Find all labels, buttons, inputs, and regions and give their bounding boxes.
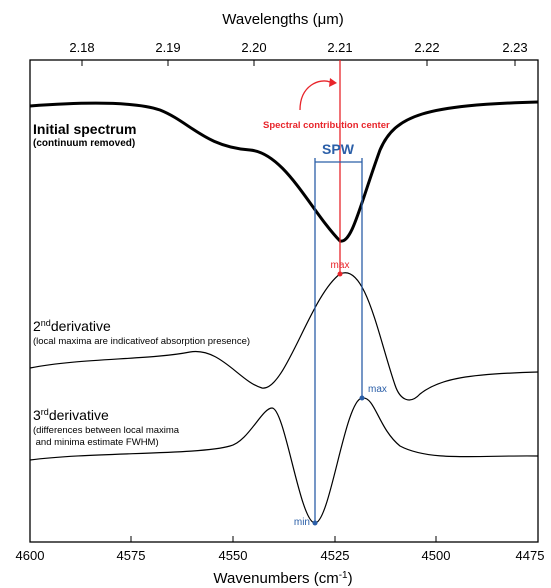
plot-frame (29, 59, 539, 543)
min-blue-label: min (294, 517, 310, 528)
third-derivative-word: derivative (49, 407, 109, 423)
initial-spectrum-subtitle: (continuum removed) (33, 138, 135, 149)
center-label: Spectral contribution center (263, 120, 390, 131)
bottom-axis-labels: 4600 4575 4550 4525 4500 4475 (16, 548, 545, 563)
max-red-label: max (331, 260, 350, 271)
third-derivative-num: 3 (33, 407, 41, 423)
bottom-axis-title-close: ) (348, 570, 353, 587)
second-derivative-title: 2ndderivative (33, 318, 111, 334)
initial-spectrum-title: Initial spectrum (33, 121, 136, 137)
top-tick-label: 2.18 (69, 40, 94, 55)
second-derivative-word: derivative (51, 318, 111, 334)
second-derivative-sup: nd (41, 318, 51, 328)
third-derivative-subtitle-2: and minima estimate FWHM) (33, 437, 159, 448)
bottom-axis-title: Wavenumbers (cm-1) (213, 570, 352, 587)
third-derivative-subtitle-1: (differences between local maxima (33, 425, 180, 436)
top-tick-label: 2.22 (414, 40, 439, 55)
third-derivative-title: 3rdderivative (33, 407, 109, 423)
initial-spectrum-curve (29, 100, 539, 243)
second-derivative-num: 2 (33, 318, 41, 334)
spw-label: SPW (322, 141, 355, 157)
top-tick-label: 2.21 (327, 40, 352, 55)
bottom-axis-title-sup: -1 (339, 570, 348, 581)
top-axis-labels: 2.18 2.19 2.20 2.21 2.22 2.23 (69, 40, 527, 55)
second-derivative-curve (29, 272, 539, 401)
top-tick-label: 2.20 (241, 40, 266, 55)
max-red-marker (337, 271, 343, 277)
bottom-tick-label: 4475 (516, 548, 545, 563)
second-derivative-subtitle: (local maxima are indicativeof absorptio… (33, 336, 250, 347)
center-arrow-head (329, 78, 337, 87)
min-blue-marker (312, 520, 318, 526)
top-tick-label: 2.19 (155, 40, 180, 55)
bottom-tick-label: 4550 (219, 548, 248, 563)
bottom-axis-ticks (29, 536, 539, 542)
top-axis-ticks (81, 60, 516, 66)
center-arrow (299, 80, 331, 111)
bottom-tick-label: 4600 (16, 548, 45, 563)
bottom-axis-title-main: Wavenumbers (cm (213, 570, 338, 587)
top-tick-label: 2.23 (502, 40, 527, 55)
bottom-tick-label: 4575 (117, 548, 146, 563)
max-blue-marker (359, 395, 365, 401)
bottom-tick-label: 4525 (321, 548, 350, 563)
max-blue-label: max (368, 384, 387, 395)
top-axis-title: Wavelengths (μm) (222, 11, 343, 28)
bottom-tick-label: 4500 (422, 548, 451, 563)
third-derivative-sup: rd (41, 407, 49, 417)
